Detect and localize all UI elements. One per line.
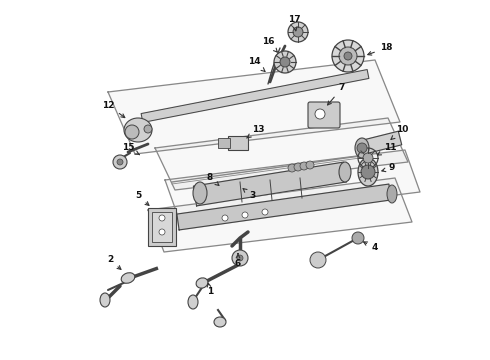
Text: 9: 9 (382, 163, 395, 172)
Text: 7: 7 (328, 84, 345, 105)
Circle shape (293, 27, 303, 37)
Circle shape (222, 215, 228, 221)
Polygon shape (108, 60, 400, 154)
Polygon shape (148, 178, 412, 252)
Polygon shape (141, 69, 369, 122)
Polygon shape (177, 184, 391, 230)
Circle shape (159, 215, 165, 221)
Ellipse shape (121, 273, 135, 283)
Circle shape (300, 162, 308, 170)
Polygon shape (358, 131, 402, 155)
Text: 17: 17 (288, 15, 300, 31)
Circle shape (274, 51, 296, 73)
Text: 5: 5 (135, 192, 149, 206)
Text: 12: 12 (102, 100, 125, 118)
Text: 15: 15 (122, 144, 140, 155)
Bar (218, 138, 230, 148)
Text: 10: 10 (391, 126, 408, 139)
Circle shape (332, 40, 364, 72)
Circle shape (159, 229, 165, 235)
Text: 2: 2 (107, 256, 121, 269)
Bar (228, 136, 248, 150)
Polygon shape (155, 118, 408, 190)
Text: 8: 8 (207, 174, 219, 185)
Circle shape (288, 164, 296, 172)
Text: 13: 13 (246, 126, 264, 138)
Circle shape (280, 57, 290, 67)
Bar (148, 208, 176, 246)
Ellipse shape (339, 162, 351, 182)
Ellipse shape (125, 125, 139, 139)
Ellipse shape (387, 185, 397, 203)
Circle shape (117, 159, 123, 165)
Circle shape (242, 212, 248, 218)
Circle shape (361, 165, 375, 179)
Text: 3: 3 (243, 189, 255, 201)
Circle shape (352, 232, 364, 244)
Ellipse shape (196, 278, 208, 288)
Circle shape (262, 209, 268, 215)
Ellipse shape (214, 317, 226, 327)
Text: 16: 16 (262, 37, 277, 52)
Circle shape (339, 47, 357, 65)
Circle shape (344, 52, 352, 60)
Circle shape (310, 252, 326, 268)
Polygon shape (194, 162, 346, 206)
Circle shape (294, 163, 302, 171)
Circle shape (306, 161, 314, 169)
Polygon shape (165, 150, 420, 222)
Ellipse shape (144, 125, 152, 133)
Ellipse shape (193, 182, 207, 204)
Text: 6: 6 (235, 254, 241, 269)
Ellipse shape (100, 293, 110, 307)
Ellipse shape (188, 295, 198, 309)
Circle shape (113, 155, 127, 169)
Ellipse shape (355, 138, 369, 158)
Ellipse shape (124, 118, 152, 142)
FancyBboxPatch shape (308, 102, 340, 128)
Circle shape (232, 250, 248, 266)
Text: 14: 14 (247, 58, 265, 72)
Circle shape (363, 153, 373, 163)
Text: 11: 11 (377, 144, 396, 155)
Text: 4: 4 (364, 242, 378, 252)
Circle shape (357, 143, 367, 153)
Bar (152, 212, 172, 242)
Circle shape (237, 255, 243, 261)
Text: 18: 18 (368, 44, 392, 55)
Circle shape (315, 109, 325, 119)
Ellipse shape (358, 158, 378, 186)
Circle shape (288, 22, 308, 42)
Text: 1: 1 (207, 283, 213, 297)
